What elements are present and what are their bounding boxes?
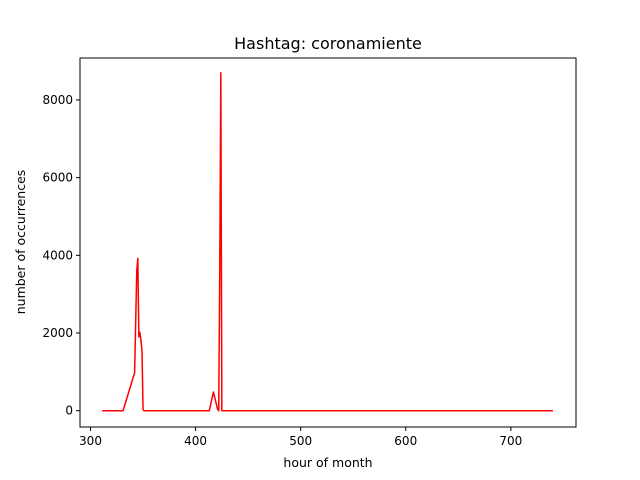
y-tick-label: 8000: [42, 93, 73, 107]
series-line-0: [102, 72, 553, 412]
y-axis: 0 2000 4000 6000 8000: [42, 93, 80, 418]
plot-area-frame: [79, 57, 577, 428]
x-tick-label: 700: [499, 434, 522, 448]
y-tick-label: 2000: [42, 326, 73, 340]
x-axis: 300 400 500 600 700: [79, 427, 522, 448]
x-tick-label: 400: [184, 434, 207, 448]
y-tick-label: 4000: [42, 248, 73, 262]
x-tick-label: 300: [79, 434, 102, 448]
series-layer: [102, 72, 553, 412]
chart-title: Hashtag: coronamiente: [234, 34, 422, 53]
y-axis-label: number of occurrences: [13, 170, 28, 315]
x-tick-label: 600: [394, 434, 417, 448]
x-tick-label: 500: [289, 434, 312, 448]
y-tick-label: 0: [65, 404, 73, 418]
y-tick-label: 6000: [42, 171, 73, 185]
x-axis-label: hour of month: [283, 455, 372, 470]
